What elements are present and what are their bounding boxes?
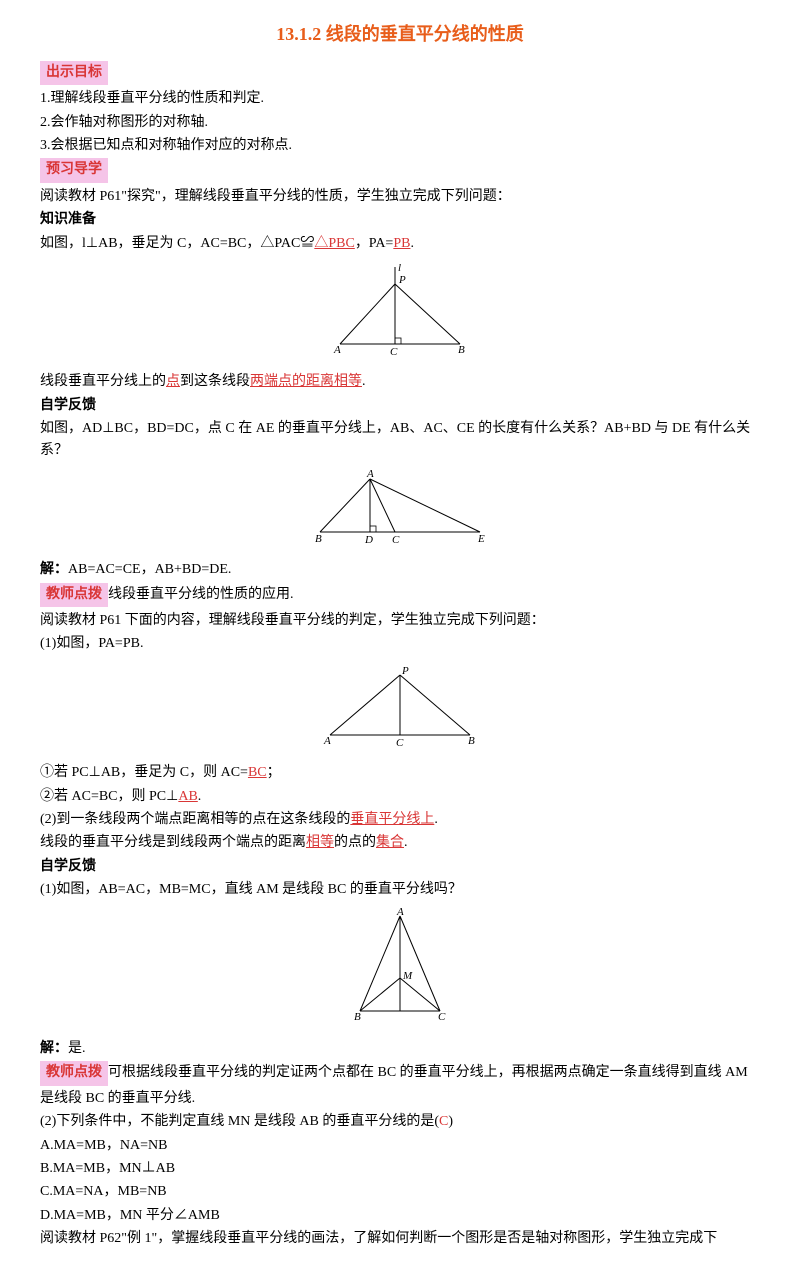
svg-text:B: B — [354, 1011, 361, 1023]
q1a: ①若 PC⊥AB，垂足为 C，则 AC=BC； — [40, 762, 760, 784]
svg-text:C: C — [390, 346, 398, 358]
goal-2: 2.会作轴对称图形的对称轴. — [40, 112, 760, 134]
mc-option-d: D.MA=MB，MN 平分∠AMB — [40, 1205, 760, 1227]
goal-3: 3.会根据已知点和对称轴作对应的对称点. — [40, 135, 760, 157]
feedback-question: 如图，AD⊥BC，BD=DC，点 C 在 AE 的垂直平分线上，AB、AC、CE… — [40, 418, 760, 463]
mc-option-c: C.MA=NA，MB=NB — [40, 1181, 760, 1203]
preview-tag: 预习导学 — [40, 158, 108, 182]
page-title: 13.1.2 线段的垂直平分线的性质 — [40, 20, 760, 49]
svg-text:E: E — [477, 533, 485, 545]
feedback2-question: (1)如图，AB=AC，MB=MC，直线 AM 是线段 BC 的垂直平分线吗？ — [40, 879, 760, 901]
mc-option-a: A.MA=MB，NA=NB — [40, 1135, 760, 1157]
goals-section: 出示目标 1.理解线段垂直平分线的性质和判定. 2.会作轴对称图形的对称轴. 3… — [40, 61, 760, 158]
figure-3: P A B C — [40, 660, 760, 758]
mc-option-b: B.MA=MB，MN⊥AB — [40, 1158, 760, 1180]
svg-text:C: C — [396, 737, 404, 749]
svg-text:P: P — [401, 665, 409, 677]
preview-intro: 阅读教材 P61"探究"，理解线段垂直平分线的性质，学生独立完成下列问题： — [40, 186, 760, 208]
q1: (1)如图，PA=PB. — [40, 633, 760, 655]
svg-text:M: M — [402, 970, 413, 982]
prep-title: 知识准备 — [40, 209, 760, 231]
svg-text:A: A — [366, 468, 374, 480]
figure-1: A B C P l — [40, 259, 760, 367]
figure-4: A M B C — [40, 906, 760, 1034]
teacher-note-1: 教师点拨线段垂直平分线的性质的应用. — [40, 583, 760, 609]
figure-2: A B D C E — [40, 467, 760, 555]
svg-text:B: B — [458, 344, 465, 356]
q1b: ②若 AC=BC，则 PC⊥AB. — [40, 786, 760, 808]
svg-text:B: B — [315, 533, 322, 545]
mc-question: (2)下列条件中，不能判定直线 MN 是线段 AB 的垂直平分线的是(C) — [40, 1111, 760, 1133]
svg-text:A: A — [333, 344, 341, 356]
feedback-title: 自学反馈 — [40, 395, 760, 417]
prep-line: 如图，l⊥AB，垂足为 C，AC=BC，△PAC≌△PBC，PA=PB. — [40, 233, 760, 255]
svg-text:B: B — [468, 735, 475, 747]
q2: (2)到一条线段两个端点距离相等的点在这条线段的垂直平分线上. — [40, 809, 760, 831]
preview-section: 预习导学 阅读教材 P61"探究"，理解线段垂直平分线的性质，学生独立完成下列问… — [40, 158, 760, 1250]
feedback2-title: 自学反馈 — [40, 856, 760, 878]
svg-text:A: A — [323, 735, 331, 747]
svg-text:l: l — [398, 262, 401, 274]
svg-text:D: D — [364, 534, 373, 546]
svg-text:C: C — [392, 534, 400, 546]
property-line: 线段垂直平分线上的点到这条线段两端点的距离相等. — [40, 371, 760, 393]
svg-text:A: A — [396, 906, 404, 918]
feedback-answer: 解：AB=AC=CE，AB+BD=DE. — [40, 559, 760, 581]
feedback2-answer: 解：是. — [40, 1038, 760, 1060]
read-3: 阅读教材 P62"例 1"，掌握线段垂直平分线的画法，了解如何判断一个图形是否是… — [40, 1228, 760, 1250]
goals-tag: 出示目标 — [40, 61, 108, 85]
teacher-note-2: 教师点拨可根据线段垂直平分线的判定证两个点都在 BC 的垂直平分线上，再根据两点… — [40, 1061, 760, 1110]
svg-text:P: P — [398, 274, 406, 286]
read-2: 阅读教材 P61 下面的内容，理解线段垂直平分线的判定，学生独立完成下列问题： — [40, 610, 760, 632]
q3: 线段的垂直平分线是到线段两个端点的距离相等的点的集合. — [40, 832, 760, 854]
svg-text:C: C — [438, 1011, 446, 1023]
goal-1: 1.理解线段垂直平分线的性质和判定. — [40, 88, 760, 110]
